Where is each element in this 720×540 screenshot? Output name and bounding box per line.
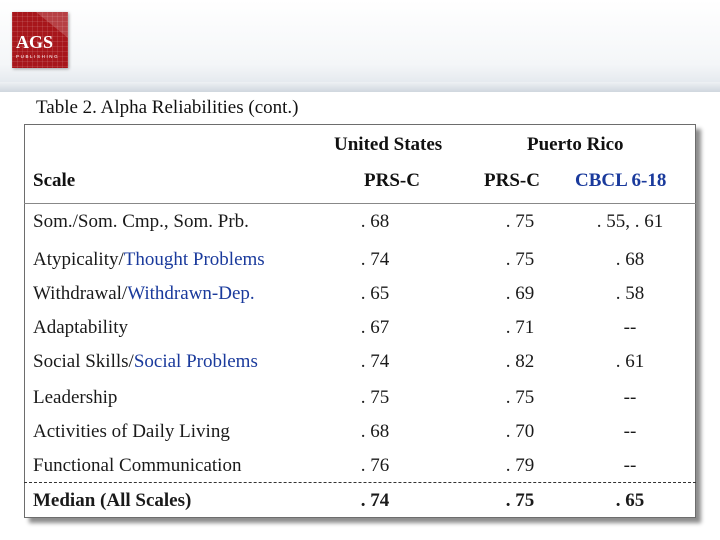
- row-leadership-us: . 75: [360, 387, 390, 408]
- median-pr-prsc: . 75: [505, 490, 535, 511]
- row-adaptability-us: . 67: [360, 317, 390, 338]
- banner-stripe: [0, 82, 720, 92]
- row-label-withdrawal: Withdrawal/Withdrawn-Dep.: [33, 284, 255, 303]
- row-withdrawal-us: . 65: [360, 283, 390, 304]
- row-label-cbcl-part: Social Problems: [133, 351, 258, 372]
- logo-corner-shape: [36, 12, 68, 38]
- row-label-part: Atypicality/: [33, 249, 124, 270]
- row-label-functional-communication: Functional Communication: [33, 455, 242, 476]
- row-withdrawal-pr-prsc: . 69: [505, 283, 535, 304]
- median-pr-cbcl: . 65: [615, 490, 645, 511]
- row-daily-living-pr-cbcl: --: [623, 421, 637, 442]
- row-adaptability-pr-prsc: . 71: [505, 317, 535, 338]
- row-social-skills-pr-prsc: . 82: [505, 351, 535, 372]
- row-adaptability-pr-cbcl: --: [623, 317, 637, 338]
- header-us-prs-c: PRS-C: [364, 170, 420, 191]
- row-label-adaptability: Adaptability: [33, 317, 128, 338]
- row-leadership-pr-cbcl: --: [623, 387, 637, 408]
- row-som-us: . 68: [360, 211, 390, 232]
- logo-subtext: PUBLISHING: [16, 54, 60, 59]
- row-functional-communication-us: . 76: [360, 455, 390, 476]
- row-social-skills-pr-cbcl: . 61: [615, 351, 645, 372]
- row-som-pr-prsc: . 75: [505, 211, 535, 232]
- row-atypicality-us: . 74: [360, 249, 390, 270]
- row-label-cbcl-part: Thought Problems: [123, 249, 265, 270]
- row-atypicality-pr-cbcl: . 68: [615, 249, 645, 270]
- row-withdrawal-pr-cbcl: . 58: [615, 283, 645, 304]
- row-label-part: Social Skills/: [33, 351, 134, 372]
- header-scale: Scale: [33, 170, 76, 191]
- row-label-cbcl-part: Withdrawn-Dep.: [127, 283, 255, 304]
- row-label-social-skills: Social Skills/Social Problems: [33, 352, 258, 371]
- reliability-table: [24, 124, 696, 518]
- header-pr-cbcl: CBCL 6-18: [575, 170, 667, 191]
- header-pr-prs-c: PRS-C: [484, 170, 540, 191]
- logo-text: AGS: [16, 32, 54, 52]
- logo-box: [12, 12, 68, 68]
- row-som-pr-cbcl: . 55, . 61: [596, 211, 664, 232]
- row-label-part: Withdrawal/: [33, 283, 128, 304]
- median-divider: [24, 482, 696, 483]
- row-label-som: Som./Som. Cmp., Som. Prb.: [33, 211, 249, 232]
- median-label: Median (All Scales): [33, 490, 192, 511]
- median-us: . 74: [360, 490, 390, 511]
- row-label-daily-living: Activities of Daily Living: [33, 421, 230, 442]
- row-label-atypicality: Atypicality/Thought Problems: [33, 250, 265, 269]
- header-us-group: United States: [334, 134, 443, 155]
- row-social-skills-us: . 74: [360, 351, 390, 372]
- row-label-leadership: Leadership: [33, 387, 118, 408]
- header-divider: [24, 203, 696, 204]
- row-atypicality-pr-prsc: . 75: [505, 249, 535, 270]
- row-functional-communication-pr-cbcl: --: [623, 455, 637, 476]
- header-pr-group: Puerto Rico: [527, 134, 624, 155]
- row-daily-living-us: . 68: [360, 421, 390, 442]
- row-functional-communication-pr-prsc: . 79: [505, 455, 535, 476]
- logo-grid-pattern: [12, 12, 68, 68]
- table-title: Table 2. Alpha Reliabilities (cont.): [36, 97, 299, 118]
- header-banner: [0, 0, 720, 92]
- ags-logo: AGS PUBLISHING: [8, 8, 74, 70]
- row-leadership-pr-prsc: . 75: [505, 387, 535, 408]
- row-daily-living-pr-prsc: . 70: [505, 421, 535, 442]
